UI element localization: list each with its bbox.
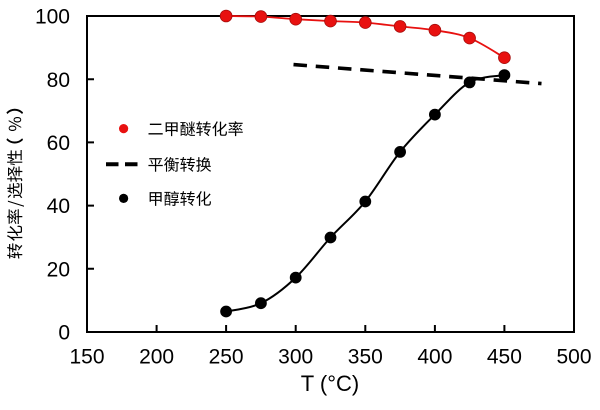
svg-text:0: 0 bbox=[58, 322, 70, 345]
svg-text:20: 20 bbox=[47, 258, 70, 281]
svg-text:250: 250 bbox=[209, 346, 244, 369]
svg-text:400: 400 bbox=[417, 346, 452, 369]
svg-text:500: 500 bbox=[556, 346, 591, 369]
svg-text:60: 60 bbox=[47, 132, 70, 155]
svg-text:300: 300 bbox=[278, 346, 313, 369]
svg-text:100: 100 bbox=[35, 6, 70, 29]
svg-text:40: 40 bbox=[47, 195, 70, 218]
svg-text:150: 150 bbox=[69, 346, 104, 369]
svg-text:200: 200 bbox=[139, 346, 174, 369]
svg-text:80: 80 bbox=[47, 69, 70, 92]
svg-text:350: 350 bbox=[348, 346, 383, 369]
svg-text:T (°C): T (°C) bbox=[301, 371, 360, 396]
svg-text:450: 450 bbox=[487, 346, 522, 369]
